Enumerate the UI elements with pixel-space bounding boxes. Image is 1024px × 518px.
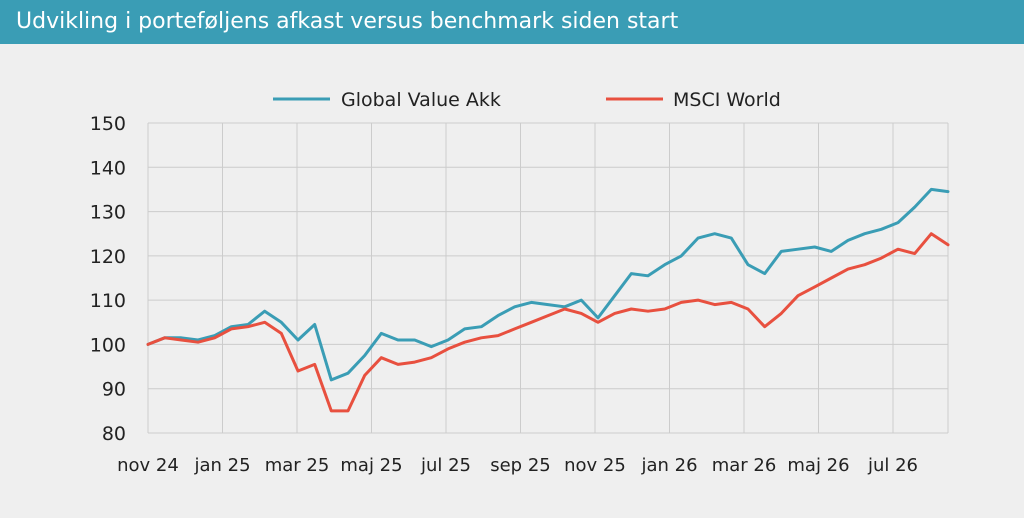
chart-axes: 80 90 100 110 120 130 140 150 nov 24 jan 25 mar 25… bbox=[90, 113, 918, 476]
series-line-2 bbox=[146, 232, 950, 413]
chart-grid bbox=[147, 122, 949, 434]
x-tick-label: mar 25 bbox=[265, 455, 330, 476]
y-tick-label: 140 bbox=[90, 157, 126, 179]
x-tick-label: maj 25 bbox=[340, 455, 402, 476]
x-tick-label: jan 26 bbox=[640, 455, 697, 476]
y-tick-label: 120 bbox=[90, 246, 126, 268]
x-tick-label: sep 25 bbox=[490, 455, 551, 476]
x-tick-label: mar 26 bbox=[712, 455, 777, 476]
x-tick-label: nov 24 bbox=[117, 455, 179, 476]
x-tick-label: jan 25 bbox=[193, 455, 250, 476]
chart-series bbox=[146, 187, 950, 413]
x-tick-label: jul 26 bbox=[867, 455, 918, 476]
x-tick-label: maj 26 bbox=[787, 455, 849, 476]
x-tick-label: nov 25 bbox=[564, 455, 626, 476]
page-title: Udvikling i porteføljens afkast versus b… bbox=[16, 9, 679, 34]
chart-legend: Global Value Akk MSCI World bbox=[273, 89, 781, 111]
y-tick-label: 130 bbox=[90, 202, 126, 224]
y-tick-label: 150 bbox=[90, 113, 126, 135]
y-tick-label: 90 bbox=[102, 379, 126, 401]
legend-label: Global Value Akk bbox=[341, 89, 501, 111]
y-tick-label: 80 bbox=[102, 423, 126, 445]
header-bar: Udvikling i porteføljens afkast versus b… bbox=[0, 0, 1024, 44]
x-tick-label: jul 25 bbox=[420, 455, 471, 476]
y-tick-label: 110 bbox=[90, 290, 126, 312]
legend-label: MSCI World bbox=[673, 89, 781, 111]
y-tick-label: 100 bbox=[90, 334, 126, 356]
series-line-1 bbox=[146, 187, 950, 382]
